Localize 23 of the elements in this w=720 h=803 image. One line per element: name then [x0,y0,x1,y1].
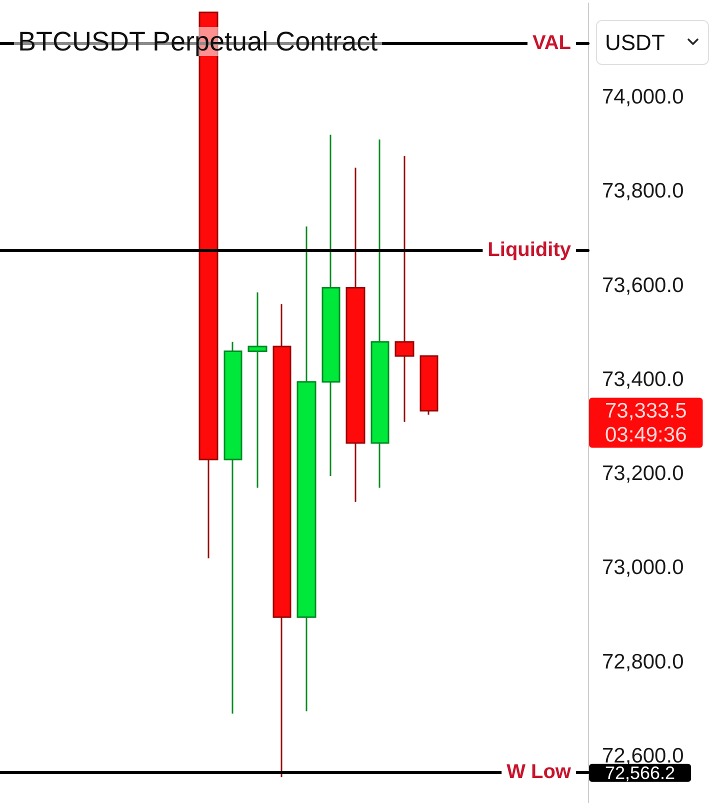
ref-line-label: VAL [532,32,571,54]
candlestick [370,138,390,488]
y-tick-label: 74,000.0 [602,86,684,109]
y-tick-label: 73,400.0 [602,368,684,391]
dropdown: USDT [596,20,709,65]
candlestick [272,303,292,778]
text: 73,333.5 [605,399,687,422]
text: BTCUSDT Perpetual Contract [18,26,378,56]
y-tick-label: 73,800.0 [602,180,684,203]
candlestick [322,134,340,477]
candlestick [224,341,242,714]
candlestick [296,226,316,712]
candlestick [394,155,414,423]
text: 03:49:36 [605,423,687,446]
y-tick-label: 73,200.0 [602,462,684,486]
y-tick-label: 73,600.0 [602,274,684,297]
candlestick [248,292,268,488]
candlestick [346,166,366,503]
y-tick-label: 72,800.0 [602,650,684,674]
y-tick-label: 73,000.0 [602,556,684,580]
ref-line-label: Liquidity [488,239,572,262]
ref-line-label: W Low [506,760,572,783]
candlestick [420,355,438,416]
